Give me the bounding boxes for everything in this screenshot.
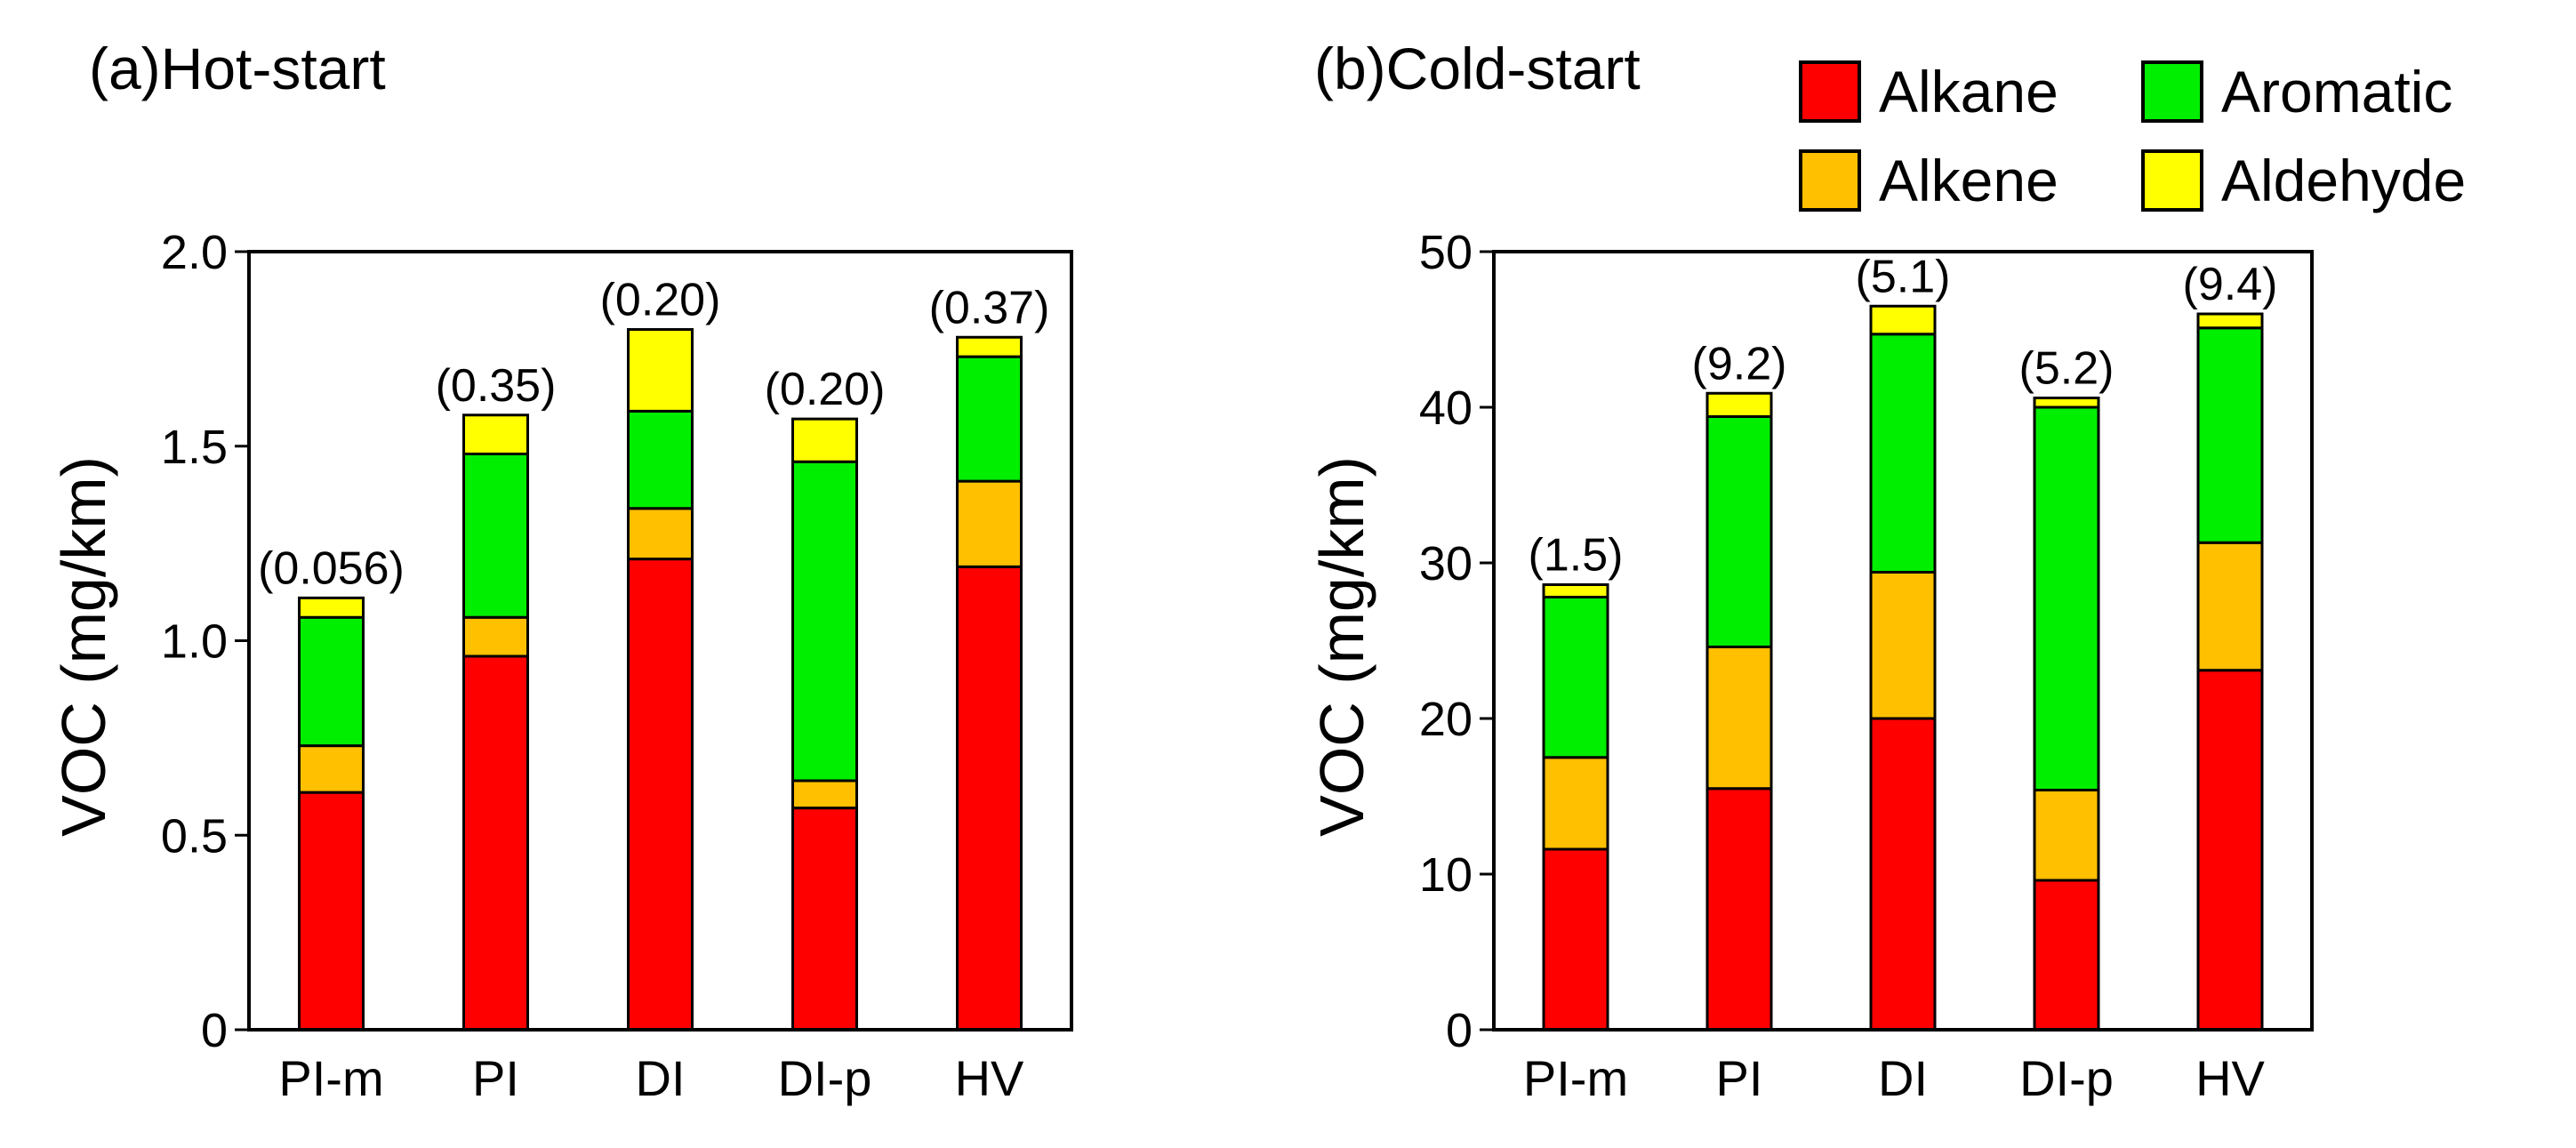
bar-segment-alkene-di-p <box>2033 789 2100 882</box>
category-label-di-p: DI-p <box>778 1050 872 1106</box>
bar-segment-alkane-hv <box>956 565 1023 1032</box>
bars-cold-start <box>1542 304 2264 1032</box>
bar-segment-aromatic-pi-m <box>298 615 365 748</box>
total-label-pi: (0.35) <box>436 360 557 412</box>
bar-segment-aromatic-di-p <box>791 460 858 783</box>
bar-segment-aromatic-di <box>1869 333 1937 574</box>
bar-segment-aromatic-pi <box>462 453 529 619</box>
y-ticks-cold-start: 0 10 20 30 40 50 <box>1419 226 1494 1057</box>
legend-swatch-alkane <box>1799 60 1861 123</box>
category-label-hv: HV <box>955 1050 1024 1106</box>
total-label-pi-m: (1.5) <box>1529 530 1624 582</box>
y-tick-label: 2.0 <box>161 226 228 279</box>
total-label-di: (5.1) <box>1856 251 1951 302</box>
total-label-pi-m: (0.056) <box>258 542 405 594</box>
total-label-hv: (0.37) <box>929 282 1050 333</box>
y-tick-label: 40 <box>1419 381 1473 435</box>
y-axis-label-hot-start: VOC (mg/km) <box>49 456 118 837</box>
bar-segment-aldehyde-pi <box>1705 391 1773 418</box>
y-tick-label: 30 <box>1419 537 1473 590</box>
category-labels-cold-start: PI-m PI DI DI-p HV <box>1523 1050 2266 1106</box>
total-labels-cold-start: (1.5) (9.2) (5.1) (5.2) (9.4) <box>1529 251 2278 581</box>
total-labels-hot-start: (0.056) (0.35) (0.20) (0.20) (0.37) <box>258 275 1049 595</box>
bar-segment-alkene-hv <box>2196 541 2264 672</box>
legend-label-aromatic: Aromatic <box>2221 59 2452 124</box>
panel-title-cold-start: (b)Cold-start <box>1314 36 1641 101</box>
y-tick-label: 0 <box>1446 1004 1473 1057</box>
bar-segment-aldehyde-pi-m <box>1542 583 1609 598</box>
y-tick-label: 0.5 <box>161 809 228 863</box>
category-label-di: DI <box>1878 1050 1928 1106</box>
bar-segment-alkane-pi-m <box>298 791 365 1032</box>
bar-segment-alkane-di <box>1869 717 1937 1032</box>
bar-segment-alkene-pi <box>1705 646 1773 791</box>
plot-frame-cold-start <box>1492 250 2314 1032</box>
bar-segment-alkane-pi-m <box>1542 847 1609 1032</box>
y-tick-label: 50 <box>1419 226 1473 279</box>
legend-swatch-aldehyde <box>2141 149 2203 212</box>
bar-segment-aromatic-di <box>627 409 694 510</box>
bar-segment-alkene-di <box>627 507 694 561</box>
bar-segment-alkene-pi-m <box>1542 756 1609 851</box>
y-tick-label: 1.5 <box>161 421 228 474</box>
bar-segment-alkene-hv <box>956 479 1023 568</box>
bar-segment-aldehyde-hv <box>956 335 1023 358</box>
bar-segment-alkane-di <box>627 558 694 1032</box>
category-label-pi: PI <box>1716 1050 1763 1106</box>
y-axis-label-cold-start: VOC (mg/km) <box>1307 456 1376 837</box>
bar-segment-aldehyde-di <box>627 328 694 413</box>
category-label-pi: PI <box>472 1050 519 1106</box>
y-tick-label: 10 <box>1419 848 1473 902</box>
total-label-pi: (9.2) <box>1692 338 1787 389</box>
legend-label-alkene: Alkene <box>1879 148 2058 213</box>
bar-segment-alkene-di <box>1869 571 1937 720</box>
bar-segment-aromatic-di-p <box>2033 405 2100 791</box>
bar-segment-aldehyde-pi <box>462 413 529 455</box>
bar-segment-aromatic-hv <box>2196 326 2264 544</box>
legend-swatch-alkene <box>1799 149 1861 212</box>
bar-segment-aldehyde-hv <box>2196 312 2264 330</box>
bar-segment-alkene-di-p <box>791 779 858 810</box>
category-label-pi-m: PI-m <box>278 1050 383 1106</box>
plot-frame-hot-start <box>247 250 1073 1032</box>
panel-hot-start: (a)Hot-start VOC (mg/km) 0 0.5 1.0 1.5 2.0 (… <box>49 36 1073 1106</box>
bar-segment-alkene-pi-m <box>298 744 365 794</box>
category-label-di: DI <box>636 1050 686 1106</box>
category-label-di-p: DI-p <box>2019 1050 2114 1106</box>
y-tick-label: 0 <box>201 1004 228 1057</box>
total-label-di-p: (5.2) <box>2019 343 2115 395</box>
bar-segment-aldehyde-pi-m <box>298 596 365 619</box>
bar-segment-alkane-hv <box>2196 669 2264 1032</box>
panel-title-hot-start: (a)Hot-start <box>89 36 386 101</box>
bar-segment-alkane-pi <box>462 654 529 1032</box>
legend-label-alkane: Alkane <box>1879 59 2058 124</box>
category-label-hv: HV <box>2195 1050 2265 1106</box>
y-ticks-hot-start: 0 0.5 1.0 1.5 2.0 <box>161 226 249 1057</box>
y-tick-label: 1.0 <box>161 615 228 669</box>
bar-segment-aromatic-pi-m <box>1542 596 1609 759</box>
bar-segment-aromatic-hv <box>956 355 1023 483</box>
bar-segment-alkane-di-p <box>791 807 858 1032</box>
bar-segment-alkane-pi <box>1705 787 1773 1032</box>
legend: Alkane Aromatic Alkene Aldehyde <box>1799 59 2466 213</box>
total-label-di-p: (0.20) <box>765 364 886 415</box>
legend-label-aldehyde: Aldehyde <box>2221 148 2466 213</box>
bar-segment-alkene-pi <box>462 615 529 658</box>
y-tick-label: 20 <box>1419 693 1473 746</box>
bar-segment-aldehyde-di-p <box>2033 397 2100 409</box>
total-label-hv: (9.4) <box>2183 259 2278 310</box>
bar-segment-alkane-di-p <box>2033 879 2100 1032</box>
bar-segment-aldehyde-di <box>1869 304 1937 336</box>
bar-segment-aldehyde-di-p <box>791 417 858 463</box>
category-labels-hot-start: PI-m PI DI DI-p HV <box>278 1050 1024 1106</box>
legend-swatch-aromatic <box>2141 60 2203 123</box>
bars-hot-start <box>298 328 1023 1032</box>
category-label-pi-m: PI-m <box>1523 1050 1628 1106</box>
total-label-di: (0.20) <box>600 275 721 326</box>
panel-cold-start: (b)Cold-start VOC (mg/km) 0 10 20 30 40 50 (1… <box>1307 36 2314 1106</box>
bar-segment-aromatic-pi <box>1705 415 1773 648</box>
